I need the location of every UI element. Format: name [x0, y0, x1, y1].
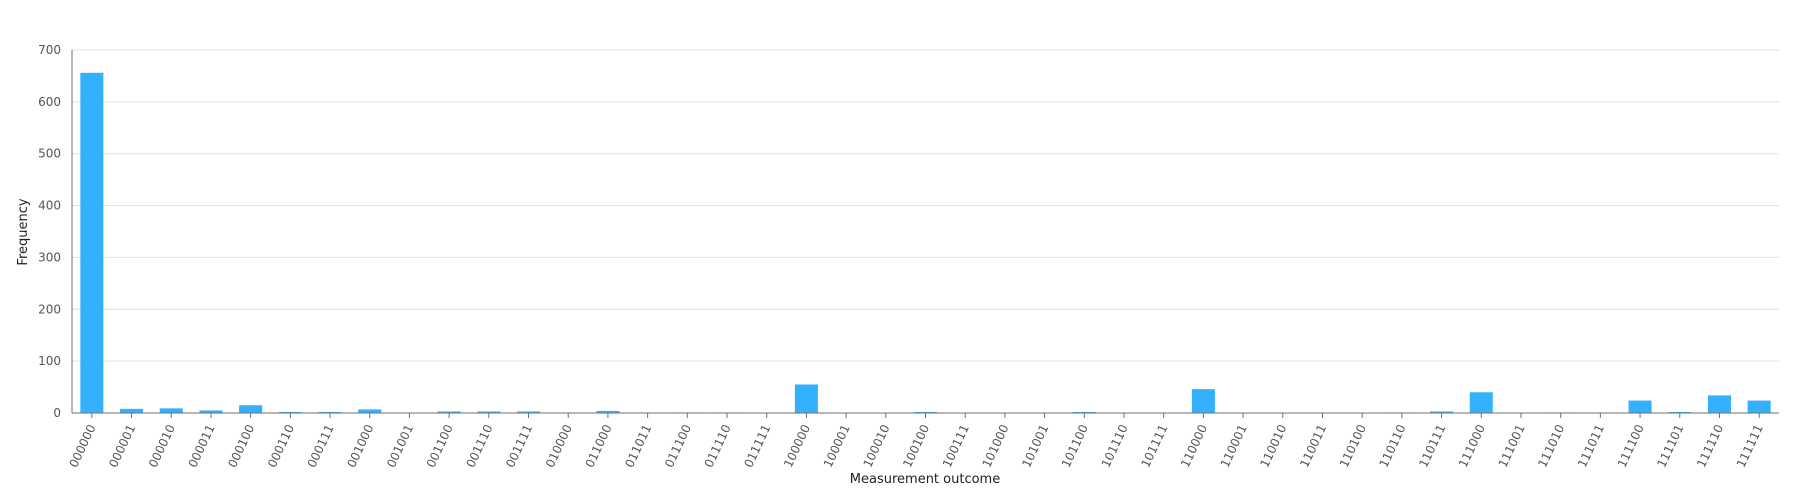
x-tick-label: 111111: [1734, 422, 1766, 469]
x-tick-label: 111011: [1575, 422, 1607, 469]
x-tick-label: 000000: [67, 422, 99, 469]
x-tick-label: 000001: [106, 422, 138, 469]
x-tick-label: 000111: [305, 422, 337, 469]
bar-000111: [318, 411, 342, 413]
x-tick-label: 101000: [980, 422, 1012, 469]
bar-110000: [1191, 389, 1215, 413]
y-tick-label: 0: [53, 406, 61, 420]
x-tick-label: 100001: [821, 422, 853, 469]
bar-000011: [199, 410, 223, 413]
bar-011000: [596, 410, 620, 413]
x-tick-label: 011011: [622, 422, 654, 469]
x-tick-labels: 000000 000001 000010 000011 000100 000110 0001…: [67, 413, 1766, 470]
bar-000000: [80, 72, 104, 414]
x-tick-label: 001111: [503, 422, 535, 469]
x-tick-label: 101100: [1059, 422, 1091, 469]
x-tick-label: 011111: [741, 422, 773, 469]
x-tick-label: 001000: [344, 422, 376, 469]
bar-111101: [1668, 411, 1692, 413]
bar-001000: [358, 409, 382, 413]
x-tick-label: 010000: [543, 422, 575, 469]
bar-000100: [239, 405, 263, 413]
x-tick-label: 000010: [146, 422, 178, 469]
x-tick-label: 011000: [583, 422, 615, 469]
bars: [80, 72, 1771, 414]
x-tick-label: 100100: [900, 422, 932, 469]
x-tick-label: 101110: [1099, 422, 1131, 469]
x-tick-label: 011110: [702, 422, 734, 469]
bar-101100: [1072, 411, 1096, 413]
y-axis-title: Frequency: [16, 198, 31, 265]
x-tick-label: 001001: [384, 422, 416, 469]
axes: [71, 50, 1779, 414]
x-tick-label: 101111: [1138, 422, 1170, 469]
y-tick-labels: 0 100 200 300 400 500 600 700: [38, 43, 61, 420]
x-tick-label: 000011: [186, 422, 218, 469]
y-tick-label: 100: [38, 354, 61, 368]
x-tick-label: 001110: [463, 422, 495, 469]
x-tick-label: 110110: [1377, 422, 1409, 469]
x-tick-label: 111001: [1496, 422, 1528, 469]
x-tick-label: 100000: [781, 422, 813, 469]
bar-100100: [913, 411, 938, 413]
bar-000010: [159, 408, 183, 413]
bar-110111: [1430, 411, 1454, 413]
x-tick-label: 111010: [1535, 422, 1567, 469]
y-tick-label: 500: [38, 147, 61, 161]
y-tick-label: 600: [38, 95, 61, 109]
y-tick-label: 400: [38, 199, 61, 213]
bar-111110: [1707, 395, 1731, 413]
x-tick-label: 110000: [1178, 422, 1210, 469]
x-tick-label: 110010: [1257, 422, 1289, 469]
bar-000001: [120, 408, 144, 413]
x-tick-label: 110011: [1297, 422, 1329, 469]
x-tick-label: 111000: [1456, 422, 1488, 469]
y-tick-label: 200: [38, 302, 61, 316]
bar-111100: [1628, 400, 1652, 413]
bar-000110: [278, 411, 302, 413]
bar-001110: [477, 411, 501, 413]
x-tick-label: 001100: [424, 422, 456, 469]
x-tick-label: 011100: [662, 422, 694, 469]
bar-111000: [1469, 392, 1493, 413]
x-tick-label: 110111: [1416, 422, 1448, 469]
x-tick-label: 111100: [1615, 422, 1647, 469]
y-tick-label: 700: [38, 43, 61, 57]
bar-100000: [794, 384, 818, 413]
x-axis-title: Measurement outcome: [850, 472, 1000, 487]
bar-001100: [437, 411, 461, 413]
x-tick-label: 111101: [1654, 422, 1686, 469]
x-tick-label: 100111: [940, 422, 972, 469]
x-tick-label: 110001: [1218, 422, 1250, 469]
x-tick-label: 111110: [1694, 422, 1726, 469]
x-tick-label: 110100: [1337, 422, 1369, 469]
x-tick-label: 100010: [860, 422, 892, 469]
gridlines: [72, 49, 1779, 414]
x-tick-label: 000100: [225, 422, 257, 469]
x-tick-label: 101001: [1019, 422, 1051, 469]
y-tick-label: 300: [38, 250, 61, 264]
x-tick-label: 000110: [265, 422, 297, 469]
bar-111111: [1747, 400, 1771, 413]
bar-001111: [517, 411, 541, 413]
